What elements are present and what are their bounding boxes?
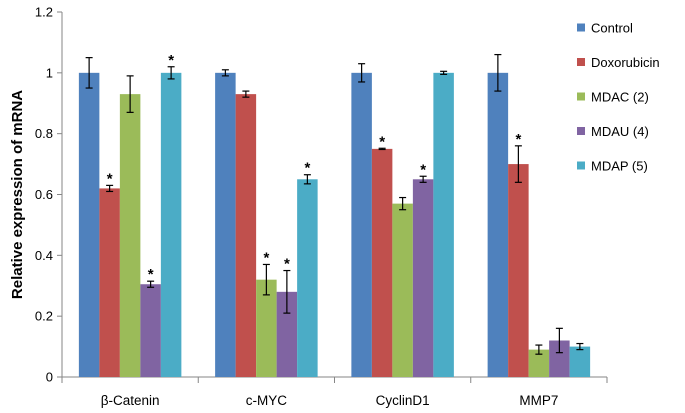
bar-mdac-2-2 — [392, 203, 413, 377]
x-category-label: c-MYC — [246, 393, 287, 408]
legend-swatch — [577, 161, 585, 170]
significance-star: * — [304, 160, 310, 177]
legend-label: Doxorubicin — [591, 55, 660, 70]
bar-mdac-2-1 — [256, 279, 277, 377]
significance-star: * — [263, 249, 269, 266]
y-tick-label: 0.8 — [35, 126, 53, 141]
significance-star: * — [515, 131, 521, 148]
bar-doxorubicin-0 — [99, 188, 120, 377]
y-axis-title: Relative expression of mRNA — [9, 90, 26, 299]
legend-label: MDAC (2) — [591, 90, 649, 105]
x-category-label: MMP7 — [519, 393, 558, 408]
bar-doxorubicin-2 — [371, 148, 393, 377]
bar-mdac-2-0 — [119, 94, 141, 377]
bar-mdap-5-1 — [297, 179, 318, 377]
legend-label: Control — [591, 21, 633, 36]
significance-star: * — [284, 256, 290, 273]
y-tick-label: 1.2 — [35, 5, 53, 20]
bar-mdap-5-0 — [160, 72, 182, 377]
y-tick-label: 0.6 — [35, 187, 53, 202]
bar-control-1 — [215, 72, 236, 377]
significance-star: * — [379, 133, 385, 150]
bar-mdac-2-3 — [528, 349, 550, 377]
bar-mdau-4-2 — [412, 179, 434, 377]
legend-swatch — [577, 23, 585, 32]
significance-star: * — [168, 52, 174, 69]
bar-control-2 — [351, 72, 372, 377]
y-tick-label: 1 — [46, 65, 53, 80]
y-tick-label: 0.4 — [35, 248, 53, 263]
y-tick-label: 0.2 — [35, 309, 53, 324]
legend-swatch — [577, 58, 585, 66]
y-tick-label: 0 — [46, 370, 53, 385]
bar-doxorubicin-3 — [508, 164, 529, 377]
legend: Control Doxorubicin MDAC (2) MDAU (4) MDAP (… — [577, 21, 660, 174]
bar-mdap-5-2 — [433, 72, 454, 377]
x-category-label: β-Catenin — [101, 393, 160, 408]
legend-label: MDAP (5) — [591, 159, 648, 174]
bar-mdau-4-3 — [549, 340, 570, 377]
legend-swatch — [577, 92, 585, 101]
bar-mdap-5-3 — [569, 346, 591, 377]
bar-control-3 — [487, 72, 509, 377]
bar-control-0 — [78, 72, 100, 377]
significance-star: * — [148, 266, 154, 283]
significance-star: * — [420, 161, 426, 178]
bar-doxorubicin-1 — [235, 94, 257, 377]
bar-mdau-4-0 — [140, 284, 161, 377]
significance-star: * — [107, 170, 113, 187]
legend-label: MDAU (4) — [591, 124, 649, 139]
legend-swatch — [577, 127, 585, 135]
x-category-label: CyclinD1 — [376, 393, 430, 408]
bar-mdau-4-1 — [276, 291, 298, 377]
